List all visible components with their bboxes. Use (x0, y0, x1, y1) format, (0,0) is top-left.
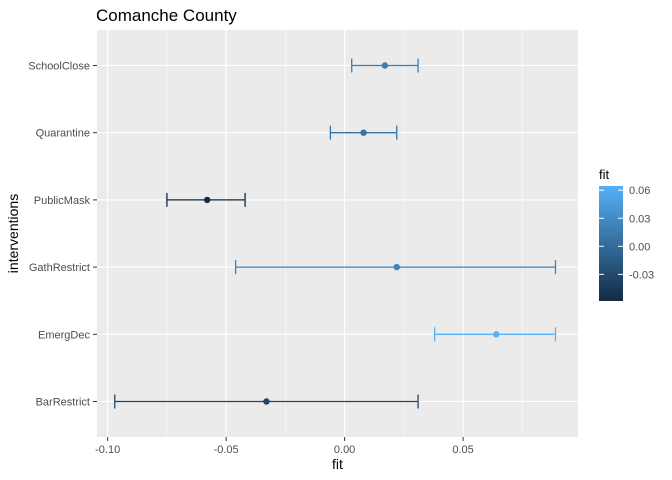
legend-label: 0.03 (629, 213, 650, 225)
x-tick-label: -0.10 (95, 444, 120, 456)
chart-title: Comanche County (96, 6, 237, 25)
x-tick-label: 0.05 (452, 444, 473, 456)
legend-label: 0.00 (629, 241, 650, 253)
y-tick-label: PublicMask (34, 195, 91, 207)
errorbar-quarantine (329, 125, 398, 140)
point (203, 196, 211, 204)
errorbar-schoolclose (351, 58, 419, 73)
legend: fit 0.06 0.03 0.00 -0.03 (599, 167, 654, 301)
legend-ticks: 0.06 0.03 0.00 -0.03 (599, 185, 654, 281)
point (263, 398, 270, 405)
x-tick-label: 0.00 (334, 444, 355, 456)
x-tick-label: -0.05 (214, 444, 239, 456)
y-tick-label: Quarantine (36, 128, 90, 140)
x-axis-title: fit (332, 456, 343, 472)
y-tick-label: BarRestrict (36, 397, 90, 409)
errorbar-barrestrict (114, 394, 419, 409)
errorbar-gathrestrict (234, 260, 557, 275)
y-tick-label: SchoolClose (28, 61, 90, 73)
legend-title: fit (599, 167, 610, 182)
point (493, 331, 500, 338)
x-axis: -0.10 -0.05 0.00 0.05 (95, 437, 474, 456)
point (360, 129, 367, 136)
plot-panel (97, 30, 578, 437)
minor-gridlines (166, 30, 523, 437)
errorbar-emergdec (433, 327, 557, 342)
y-axis: BarRestrict EmergDec GathRestrict PublicMas… (28, 61, 97, 409)
legend-colorbar (599, 186, 623, 301)
point (393, 263, 400, 271)
data-marks (114, 58, 557, 409)
legend-label: 0.06 (629, 185, 650, 197)
point (381, 62, 389, 69)
y-tick-label: EmergDec (38, 329, 90, 341)
y-tick-label: GathRestrict (29, 262, 90, 274)
y-axis-title: interventions (5, 194, 21, 273)
legend-label: -0.03 (629, 269, 654, 281)
errorbar-publicmask (166, 192, 246, 207)
